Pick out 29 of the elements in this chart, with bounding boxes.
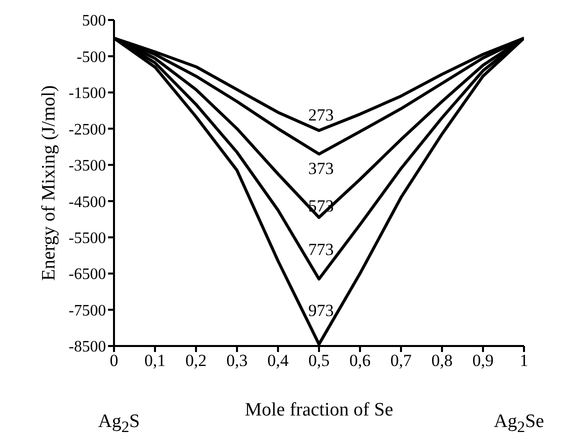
- x-tick-label: 0,5: [308, 351, 330, 370]
- y-axis-title: Energy of Mixing (J/mol): [38, 85, 60, 281]
- y-tick-label: -6500: [68, 266, 106, 284]
- x-tick-label: 0,1: [144, 351, 166, 370]
- text: Ag$_{2}$Se: [492, 410, 546, 438]
- x-tick-label: 0,9: [472, 351, 494, 370]
- series-label: 273: [308, 105, 334, 124]
- x-tick-label: 0: [110, 351, 118, 370]
- x-axis-title: Mole fraction of Se: [244, 399, 394, 420]
- x-tick-label: 0,2: [185, 351, 207, 370]
- series-label: 773: [308, 240, 334, 259]
- y-tick-label: -4500: [68, 194, 106, 211]
- y-tick-label: -500: [76, 48, 106, 66]
- y-tick-label: 500: [82, 12, 106, 30]
- series-label: 373: [308, 159, 334, 178]
- x-tick-label: 0,6: [349, 351, 371, 370]
- text: Ag$_{2}$S: [97, 410, 141, 438]
- y-tick-label: -5500: [68, 230, 106, 248]
- x-tick-label: 0,3: [226, 351, 248, 370]
- series-label: 973: [308, 301, 334, 320]
- y-tick-label: -7500: [68, 302, 106, 320]
- x-tick-label: 0,7: [390, 351, 412, 370]
- x-tick-label: 0,4: [267, 351, 290, 370]
- y-tick-label: -1500: [68, 85, 106, 102]
- y-tick-label: -3500: [68, 158, 106, 175]
- y-tick-label: -8500: [68, 338, 106, 356]
- y-tick-label: -2500: [68, 121, 106, 138]
- x-tick-label: 0,8: [431, 351, 453, 370]
- x-tick-label: 1: [520, 351, 528, 370]
